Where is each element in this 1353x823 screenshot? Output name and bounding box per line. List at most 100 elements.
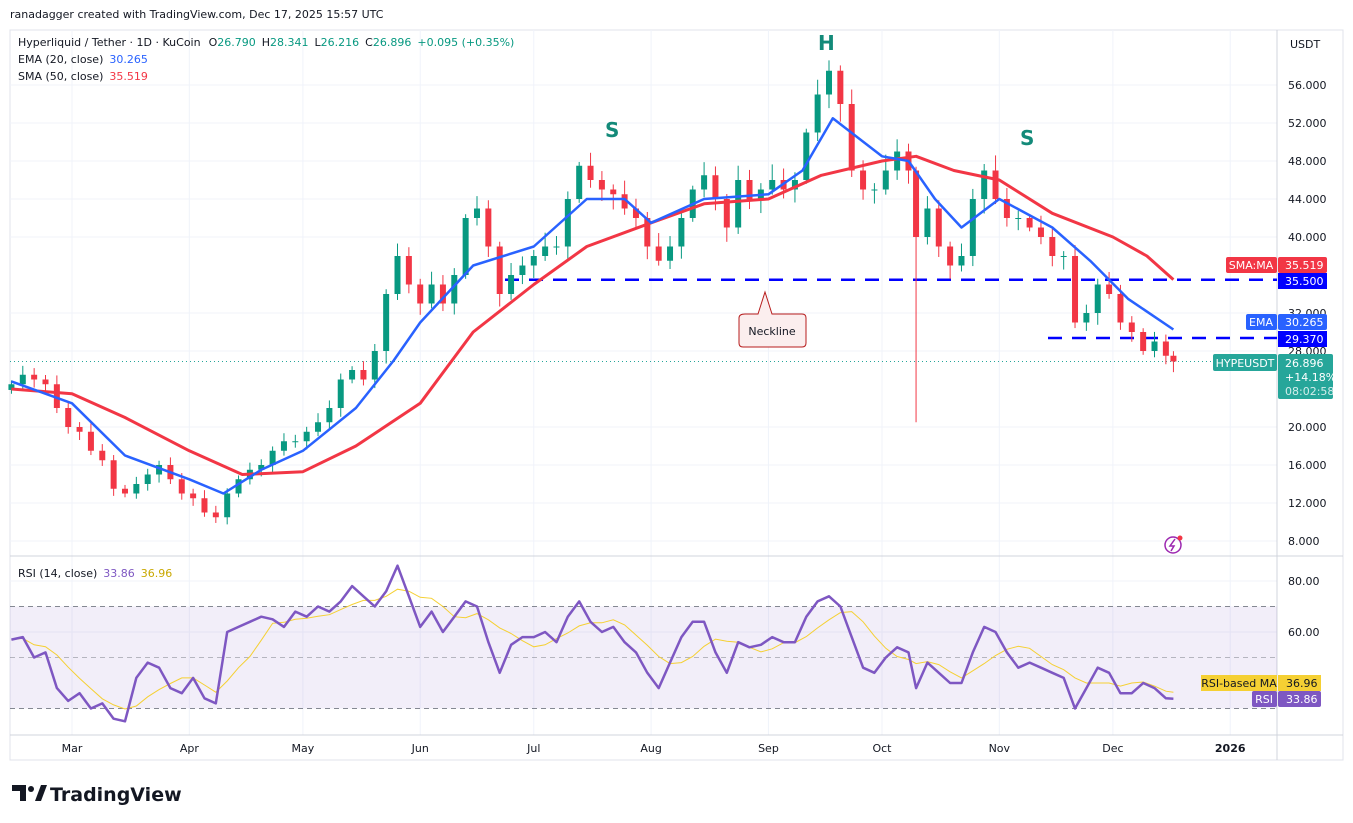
candle-body — [144, 474, 151, 484]
candle-body — [935, 208, 942, 247]
candle-body — [564, 199, 571, 247]
indicator-lines — [10, 117, 1175, 723]
candle-body — [121, 488, 128, 494]
candles — [8, 60, 1177, 525]
tradingview-logo-icon — [12, 785, 47, 801]
candle-body — [76, 427, 83, 432]
candle — [655, 233, 662, 266]
candle — [769, 164, 776, 195]
rsi-ticks: 80.00 60.00 — [1288, 575, 1320, 639]
neckline-callout[interactable] — [738, 290, 807, 348]
legend-symbol[interactable]: Hyperliquid / Tether · 1D · KuCoin O26.79… — [18, 36, 514, 49]
candle — [1151, 331, 1158, 358]
candle — [1060, 251, 1067, 270]
credit-text: ranadagger created with TradingView.com,… — [10, 8, 384, 21]
sma-tag — [1226, 257, 1277, 273]
candle-body — [224, 493, 231, 518]
candle — [360, 361, 367, 386]
ema-price-label — [1278, 314, 1327, 330]
candle — [553, 236, 560, 255]
candle-body — [701, 175, 708, 190]
candle-body — [1015, 218, 1022, 219]
legend-rsi[interactable]: RSI (14, close) 33.86 36.96 — [18, 567, 172, 580]
candle — [935, 200, 942, 257]
candle-body — [837, 70, 844, 104]
candle-body — [924, 208, 931, 237]
candle-body — [87, 431, 94, 451]
candle — [803, 128, 810, 184]
price-tick-label: 8.000 — [1288, 535, 1320, 548]
candle — [530, 250, 537, 278]
candle — [678, 210, 685, 259]
candle — [587, 152, 594, 188]
candle-body — [462, 218, 469, 275]
candle — [837, 65, 844, 122]
candle-body — [178, 479, 185, 494]
candle-body — [235, 479, 242, 494]
price-tick-label: 56.000 — [1288, 79, 1327, 92]
candle — [826, 60, 832, 109]
candle-body — [769, 180, 776, 190]
candle — [349, 366, 356, 384]
candle-body — [848, 104, 855, 171]
lightning-icon[interactable] — [1164, 535, 1183, 554]
candle — [394, 243, 401, 300]
candle-body — [315, 422, 322, 432]
candle-body — [405, 256, 412, 285]
legend-ema[interactable]: EMA (20, close) 30.265 — [18, 53, 148, 66]
level1-price-text: 35.500 — [1285, 275, 1324, 288]
candle-body — [712, 175, 719, 199]
rsi-tag-text: RSI — [1255, 693, 1273, 706]
candle-body — [110, 460, 117, 489]
candle — [326, 400, 333, 429]
candle — [508, 262, 515, 300]
candle — [87, 423, 94, 456]
candle — [99, 444, 106, 466]
legend-sma[interactable]: SMA (50, close) 35.519 — [18, 70, 148, 83]
price-tick-label: 44.000 — [1288, 193, 1327, 206]
level1-price-label — [1278, 273, 1327, 289]
candle — [632, 198, 639, 228]
horizontal-levels[interactable] — [10, 278, 1277, 362]
candle — [1162, 334, 1169, 365]
candle — [65, 401, 72, 434]
rsi-ma-tag — [1201, 675, 1277, 691]
candle — [371, 344, 378, 389]
candle-body — [1037, 227, 1044, 237]
candle — [451, 268, 458, 315]
candle-body — [1117, 294, 1124, 323]
candle-body — [860, 170, 867, 190]
currency-label[interactable]: USDT — [1290, 38, 1321, 51]
candle-body — [542, 246, 549, 256]
rsi-tag — [1252, 691, 1277, 707]
candle-body — [1049, 237, 1056, 256]
candle-body — [190, 493, 197, 499]
candle-body — [882, 170, 889, 190]
rsi-ma-label — [1278, 675, 1321, 691]
change-pct-text: +14.18% — [1285, 371, 1336, 384]
candle-body — [156, 465, 163, 475]
candle — [667, 236, 674, 269]
candle — [269, 446, 276, 474]
candle-body — [337, 379, 344, 408]
candle-body — [958, 256, 965, 266]
candle-body — [428, 284, 435, 304]
right-shoulder-label: S — [1020, 126, 1034, 150]
candle — [969, 188, 976, 267]
grid — [10, 30, 1277, 735]
price-tick-label: 16.000 — [1288, 459, 1327, 472]
candle-body — [598, 180, 605, 190]
rsi-levels — [10, 606, 1277, 709]
candle-body — [201, 498, 208, 513]
rsi-ma-tag-text: RSI-based MA — [1201, 677, 1277, 690]
candle — [814, 79, 821, 142]
candle — [485, 200, 492, 257]
candle-body — [394, 256, 401, 294]
left-shoulder-label: S — [605, 118, 619, 142]
candle-body — [826, 70, 832, 95]
symbol-tag-text: HYPEUSDT — [1216, 357, 1275, 370]
candle — [610, 184, 617, 210]
candle-body — [1128, 322, 1135, 332]
price-tick-label: 40.000 — [1288, 231, 1327, 244]
